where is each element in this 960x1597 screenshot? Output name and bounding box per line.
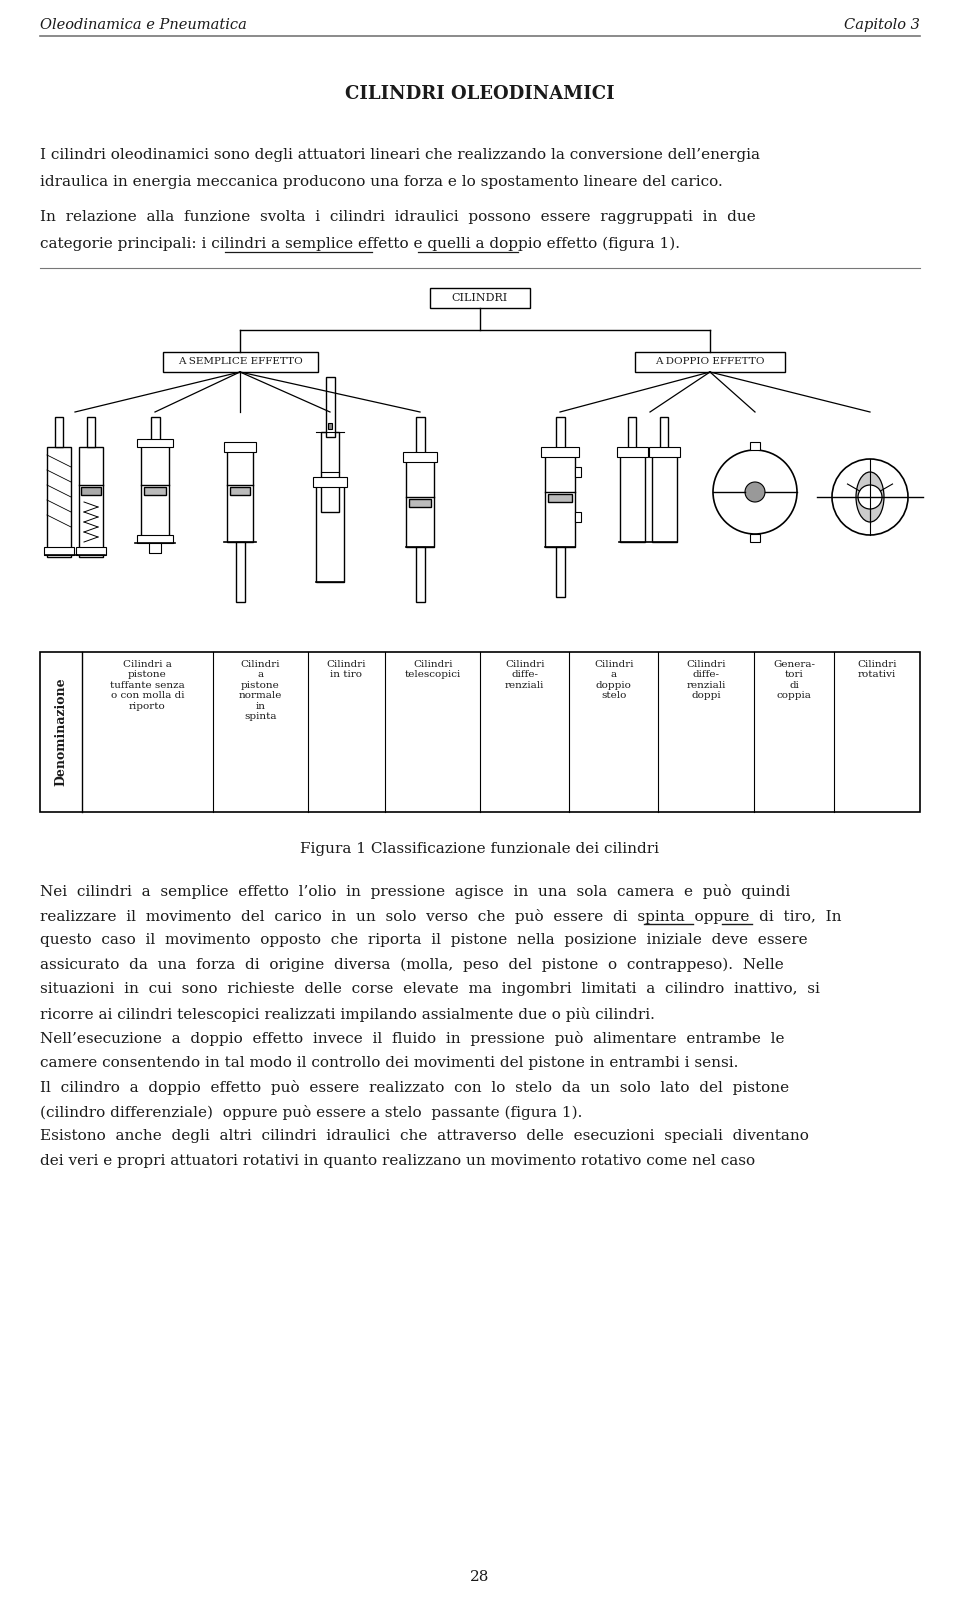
Bar: [230, 487, 250, 495]
Bar: [81, 487, 101, 495]
Bar: [575, 466, 581, 478]
Bar: [750, 442, 760, 450]
Bar: [628, 417, 636, 454]
Text: situazioni  in  cui  sono  richieste  delle  corse  elevate  ma  ingombri  limit: situazioni in cui sono richieste delle c…: [40, 982, 820, 997]
Text: Cilindri
diffe-
renziali: Cilindri diffe- renziali: [505, 660, 544, 690]
Bar: [652, 452, 677, 541]
Text: Esistono  anche  degli  altri  cilindri  idraulici  che  attraverso  delle  esec: Esistono anche degli altri cilindri idra…: [40, 1129, 809, 1143]
Text: Capitolo 3: Capitolo 3: [844, 18, 920, 32]
Bar: [416, 417, 424, 458]
Text: Cilindri a
pistone
tuffante senza
o con molla di
riporto: Cilindri a pistone tuffante senza o con …: [110, 660, 184, 711]
Text: CILINDRI: CILINDRI: [452, 292, 508, 303]
Text: A SEMPLICE EFFETTO: A SEMPLICE EFFETTO: [178, 358, 302, 366]
Text: Genera-
tori
di
coppia: Genera- tori di coppia: [773, 660, 815, 699]
Bar: [548, 493, 572, 501]
Bar: [321, 433, 339, 513]
Bar: [224, 442, 256, 452]
Bar: [541, 447, 579, 457]
Bar: [635, 351, 785, 372]
Text: Cilindri
telescopici: Cilindri telescopici: [404, 660, 461, 679]
Bar: [403, 452, 437, 462]
Text: I cilindri oleodinamici sono degli attuatori lineari che realizzando la conversi: I cilindri oleodinamici sono degli attua…: [40, 149, 760, 161]
Bar: [235, 541, 245, 602]
Text: Cilindri
in tiro: Cilindri in tiro: [326, 660, 366, 679]
Bar: [409, 498, 431, 506]
Bar: [313, 478, 347, 487]
Bar: [151, 417, 159, 446]
Text: Nei  cilindri  a  semplice  effetto  l’olio  in  pressione  agisce  in  una  sol: Nei cilindri a semplice effetto l’olio i…: [40, 885, 790, 899]
Bar: [750, 533, 760, 541]
Bar: [76, 548, 106, 556]
Bar: [55, 417, 63, 447]
Text: questo  caso  il  movimento  opposto  che  riporta  il  pistone  nella  posizion: questo caso il movimento opposto che rip…: [40, 933, 807, 947]
Bar: [545, 452, 575, 548]
Text: A DOPPIO EFFETTO: A DOPPIO EFFETTO: [656, 358, 765, 366]
Ellipse shape: [856, 473, 884, 522]
Text: In  relazione  alla  funzione  svolta  i  cilindri  idraulici  possono  essere  : In relazione alla funzione svolta i cili…: [40, 209, 756, 224]
Text: Cilindri
diffe-
renziali
doppi: Cilindri diffe- renziali doppi: [686, 660, 726, 699]
Bar: [141, 442, 169, 541]
Text: idraulica in energia meccanica producono una forza e lo spostamento lineare del : idraulica in energia meccanica producono…: [40, 176, 723, 188]
Bar: [660, 417, 668, 454]
Text: assicurato  da  una  forza  di  origine  diversa  (molla,  peso  del  pistone  o: assicurato da una forza di origine diver…: [40, 958, 783, 973]
Text: Oleodinamica e Pneumatica: Oleodinamica e Pneumatica: [40, 18, 247, 32]
Bar: [227, 447, 253, 541]
Bar: [406, 457, 434, 548]
Bar: [575, 513, 581, 522]
Bar: [162, 351, 318, 372]
Bar: [144, 487, 166, 495]
Bar: [619, 452, 644, 541]
Text: ricorre ai cilindri telescopici realizzati impilando assialmente due o più cilin: ricorre ai cilindri telescopici realizza…: [40, 1006, 655, 1022]
Circle shape: [858, 485, 882, 509]
Bar: [416, 548, 424, 602]
Text: Cilindri
a
pistone
normale
in
spinta: Cilindri a pistone normale in spinta: [239, 660, 282, 720]
Text: Denominazione: Denominazione: [55, 677, 67, 786]
Bar: [328, 423, 332, 430]
Bar: [325, 377, 334, 438]
Bar: [79, 447, 103, 557]
Text: Cilindri
a
doppio
stelo: Cilindri a doppio stelo: [594, 660, 634, 699]
Bar: [556, 417, 564, 454]
Text: 28: 28: [470, 1570, 490, 1584]
Bar: [47, 447, 71, 557]
Text: CILINDRI OLEODINAMICI: CILINDRI OLEODINAMICI: [346, 85, 614, 102]
Text: categorie principali: i cilindri a semplice effetto e quelli a doppio effetto (f: categorie principali: i cilindri a sempl…: [40, 236, 680, 251]
Text: Nell’esecuzione  a  doppio  effetto  invece  il  fluido  in  pressione  può  ali: Nell’esecuzione a doppio effetto invece …: [40, 1032, 784, 1046]
Text: camere consentendo in tal modo il controllo dei movimenti del pistone in entramb: camere consentendo in tal modo il contro…: [40, 1056, 738, 1070]
Text: realizzare  il  movimento  del  carico  in  un  solo  verso  che  può  essere  d: realizzare il movimento del carico in un…: [40, 909, 842, 923]
Text: (cilindro differenziale)  oppure può essere a stelo  passante (figura 1).: (cilindro differenziale) oppure può esse…: [40, 1105, 583, 1119]
Bar: [616, 447, 647, 457]
Bar: [87, 417, 95, 447]
Bar: [44, 548, 74, 556]
Text: Cilindri
rotativi: Cilindri rotativi: [857, 660, 897, 679]
Bar: [137, 535, 173, 543]
Text: Figura 1 Classificazione funzionale dei cilindri: Figura 1 Classificazione funzionale dei …: [300, 842, 660, 856]
Bar: [316, 482, 344, 581]
Bar: [649, 447, 680, 457]
Bar: [137, 439, 173, 447]
Circle shape: [745, 482, 765, 501]
Bar: [430, 287, 530, 308]
Bar: [40, 652, 920, 811]
Text: Il  cilindro  a  doppio  effetto  può  essere  realizzato  con  lo  stelo  da  u: Il cilindro a doppio effetto può essere …: [40, 1080, 789, 1096]
Bar: [556, 548, 564, 597]
Text: dei veri e propri attuatori rotativi in quanto realizzano un movimento rotativo : dei veri e propri attuatori rotativi in …: [40, 1153, 756, 1167]
